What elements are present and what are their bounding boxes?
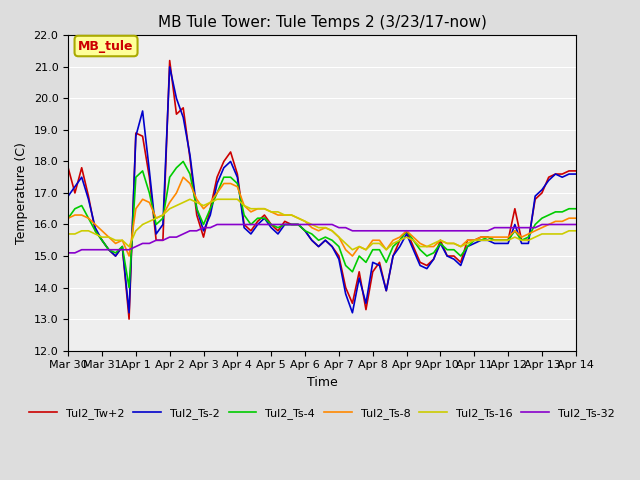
Tul2_Ts-8 <box>403 228 410 234</box>
Tul2_Ts-16 <box>247 206 255 212</box>
Tul2_Ts-2 <box>342 291 349 297</box>
Tul2_Tw+2 <box>572 168 580 174</box>
Tul2_Ts-32 <box>64 250 72 256</box>
Tul2_Ts-16 <box>335 234 343 240</box>
Tul2_Ts-2 <box>125 310 133 316</box>
Text: MB_tule: MB_tule <box>78 39 134 52</box>
Tul2_Ts-16 <box>349 247 356 252</box>
Tul2_Ts-8 <box>254 206 262 212</box>
Tul2_Ts-4 <box>416 247 424 252</box>
Tul2_Ts-8 <box>484 234 492 240</box>
Tul2_Tw+2 <box>342 285 349 290</box>
Tul2_Tw+2 <box>166 58 173 63</box>
Tul2_Ts-16 <box>416 244 424 250</box>
Tul2_Ts-4 <box>125 285 133 290</box>
Tul2_Ts-4 <box>112 250 120 256</box>
Tul2_Ts-4 <box>254 216 262 221</box>
Tul2_Ts-4 <box>403 228 410 234</box>
Tul2_Ts-8 <box>572 216 580 221</box>
Tul2_Ts-16 <box>112 238 120 243</box>
X-axis label: Time: Time <box>307 376 337 389</box>
Tul2_Tw+2 <box>416 260 424 265</box>
Line: Tul2_Ts-16: Tul2_Ts-16 <box>68 199 576 250</box>
Tul2_Tw+2 <box>254 218 262 224</box>
Line: Tul2_Ts-32: Tul2_Ts-32 <box>68 225 576 253</box>
Line: Tul2_Ts-4: Tul2_Ts-4 <box>68 161 576 288</box>
Tul2_Ts-32 <box>112 247 120 252</box>
Tul2_Ts-2 <box>64 193 72 199</box>
Line: Tul2_Tw+2: Tul2_Tw+2 <box>68 60 576 319</box>
Tul2_Ts-16 <box>64 231 72 237</box>
Tul2_Ts-2 <box>484 238 492 243</box>
Tul2_Ts-16 <box>572 228 580 234</box>
Tul2_Ts-32 <box>335 225 343 230</box>
Line: Tul2_Ts-2: Tul2_Ts-2 <box>68 67 576 313</box>
Tul2_Ts-32 <box>213 222 221 228</box>
Tul2_Tw+2 <box>112 253 120 259</box>
Tul2_Ts-4 <box>484 234 492 240</box>
Tul2_Tw+2 <box>403 228 410 234</box>
Tul2_Ts-32 <box>477 228 485 234</box>
Tul2_Ts-2 <box>112 253 120 259</box>
Tul2_Ts-2 <box>403 231 410 237</box>
Legend: Tul2_Tw+2, Tul2_Ts-2, Tul2_Ts-4, Tul2_Ts-8, Tul2_Ts-16, Tul2_Ts-32: Tul2_Tw+2, Tul2_Ts-2, Tul2_Ts-4, Tul2_Ts… <box>25 404 619 423</box>
Tul2_Ts-8 <box>342 247 349 252</box>
Tul2_Tw+2 <box>484 234 492 240</box>
Tul2_Ts-8 <box>112 240 120 246</box>
Tul2_Ts-2 <box>572 171 580 177</box>
Tul2_Ts-2 <box>416 263 424 268</box>
Line: Tul2_Ts-8: Tul2_Ts-8 <box>68 177 576 256</box>
Tul2_Ts-8 <box>179 174 187 180</box>
Y-axis label: Temperature (C): Temperature (C) <box>15 142 28 244</box>
Tul2_Ts-2 <box>166 64 173 70</box>
Tul2_Ts-4 <box>572 206 580 212</box>
Tul2_Ts-32 <box>247 222 255 228</box>
Tul2_Ts-32 <box>410 228 417 234</box>
Tul2_Ts-8 <box>125 253 133 259</box>
Tul2_Ts-8 <box>64 216 72 221</box>
Tul2_Ts-4 <box>342 263 349 268</box>
Tul2_Ts-32 <box>572 222 580 228</box>
Tul2_Tw+2 <box>64 165 72 170</box>
Tul2_Ts-32 <box>396 228 404 234</box>
Tul2_Ts-2 <box>254 222 262 228</box>
Tul2_Ts-16 <box>186 196 194 202</box>
Tul2_Tw+2 <box>125 316 133 322</box>
Tul2_Ts-16 <box>403 234 410 240</box>
Tul2_Ts-16 <box>484 238 492 243</box>
Title: MB Tule Tower: Tule Temps 2 (3/23/17-now): MB Tule Tower: Tule Temps 2 (3/23/17-now… <box>157 15 486 30</box>
Tul2_Ts-8 <box>416 240 424 246</box>
Tul2_Ts-4 <box>179 158 187 164</box>
Tul2_Ts-4 <box>64 216 72 221</box>
